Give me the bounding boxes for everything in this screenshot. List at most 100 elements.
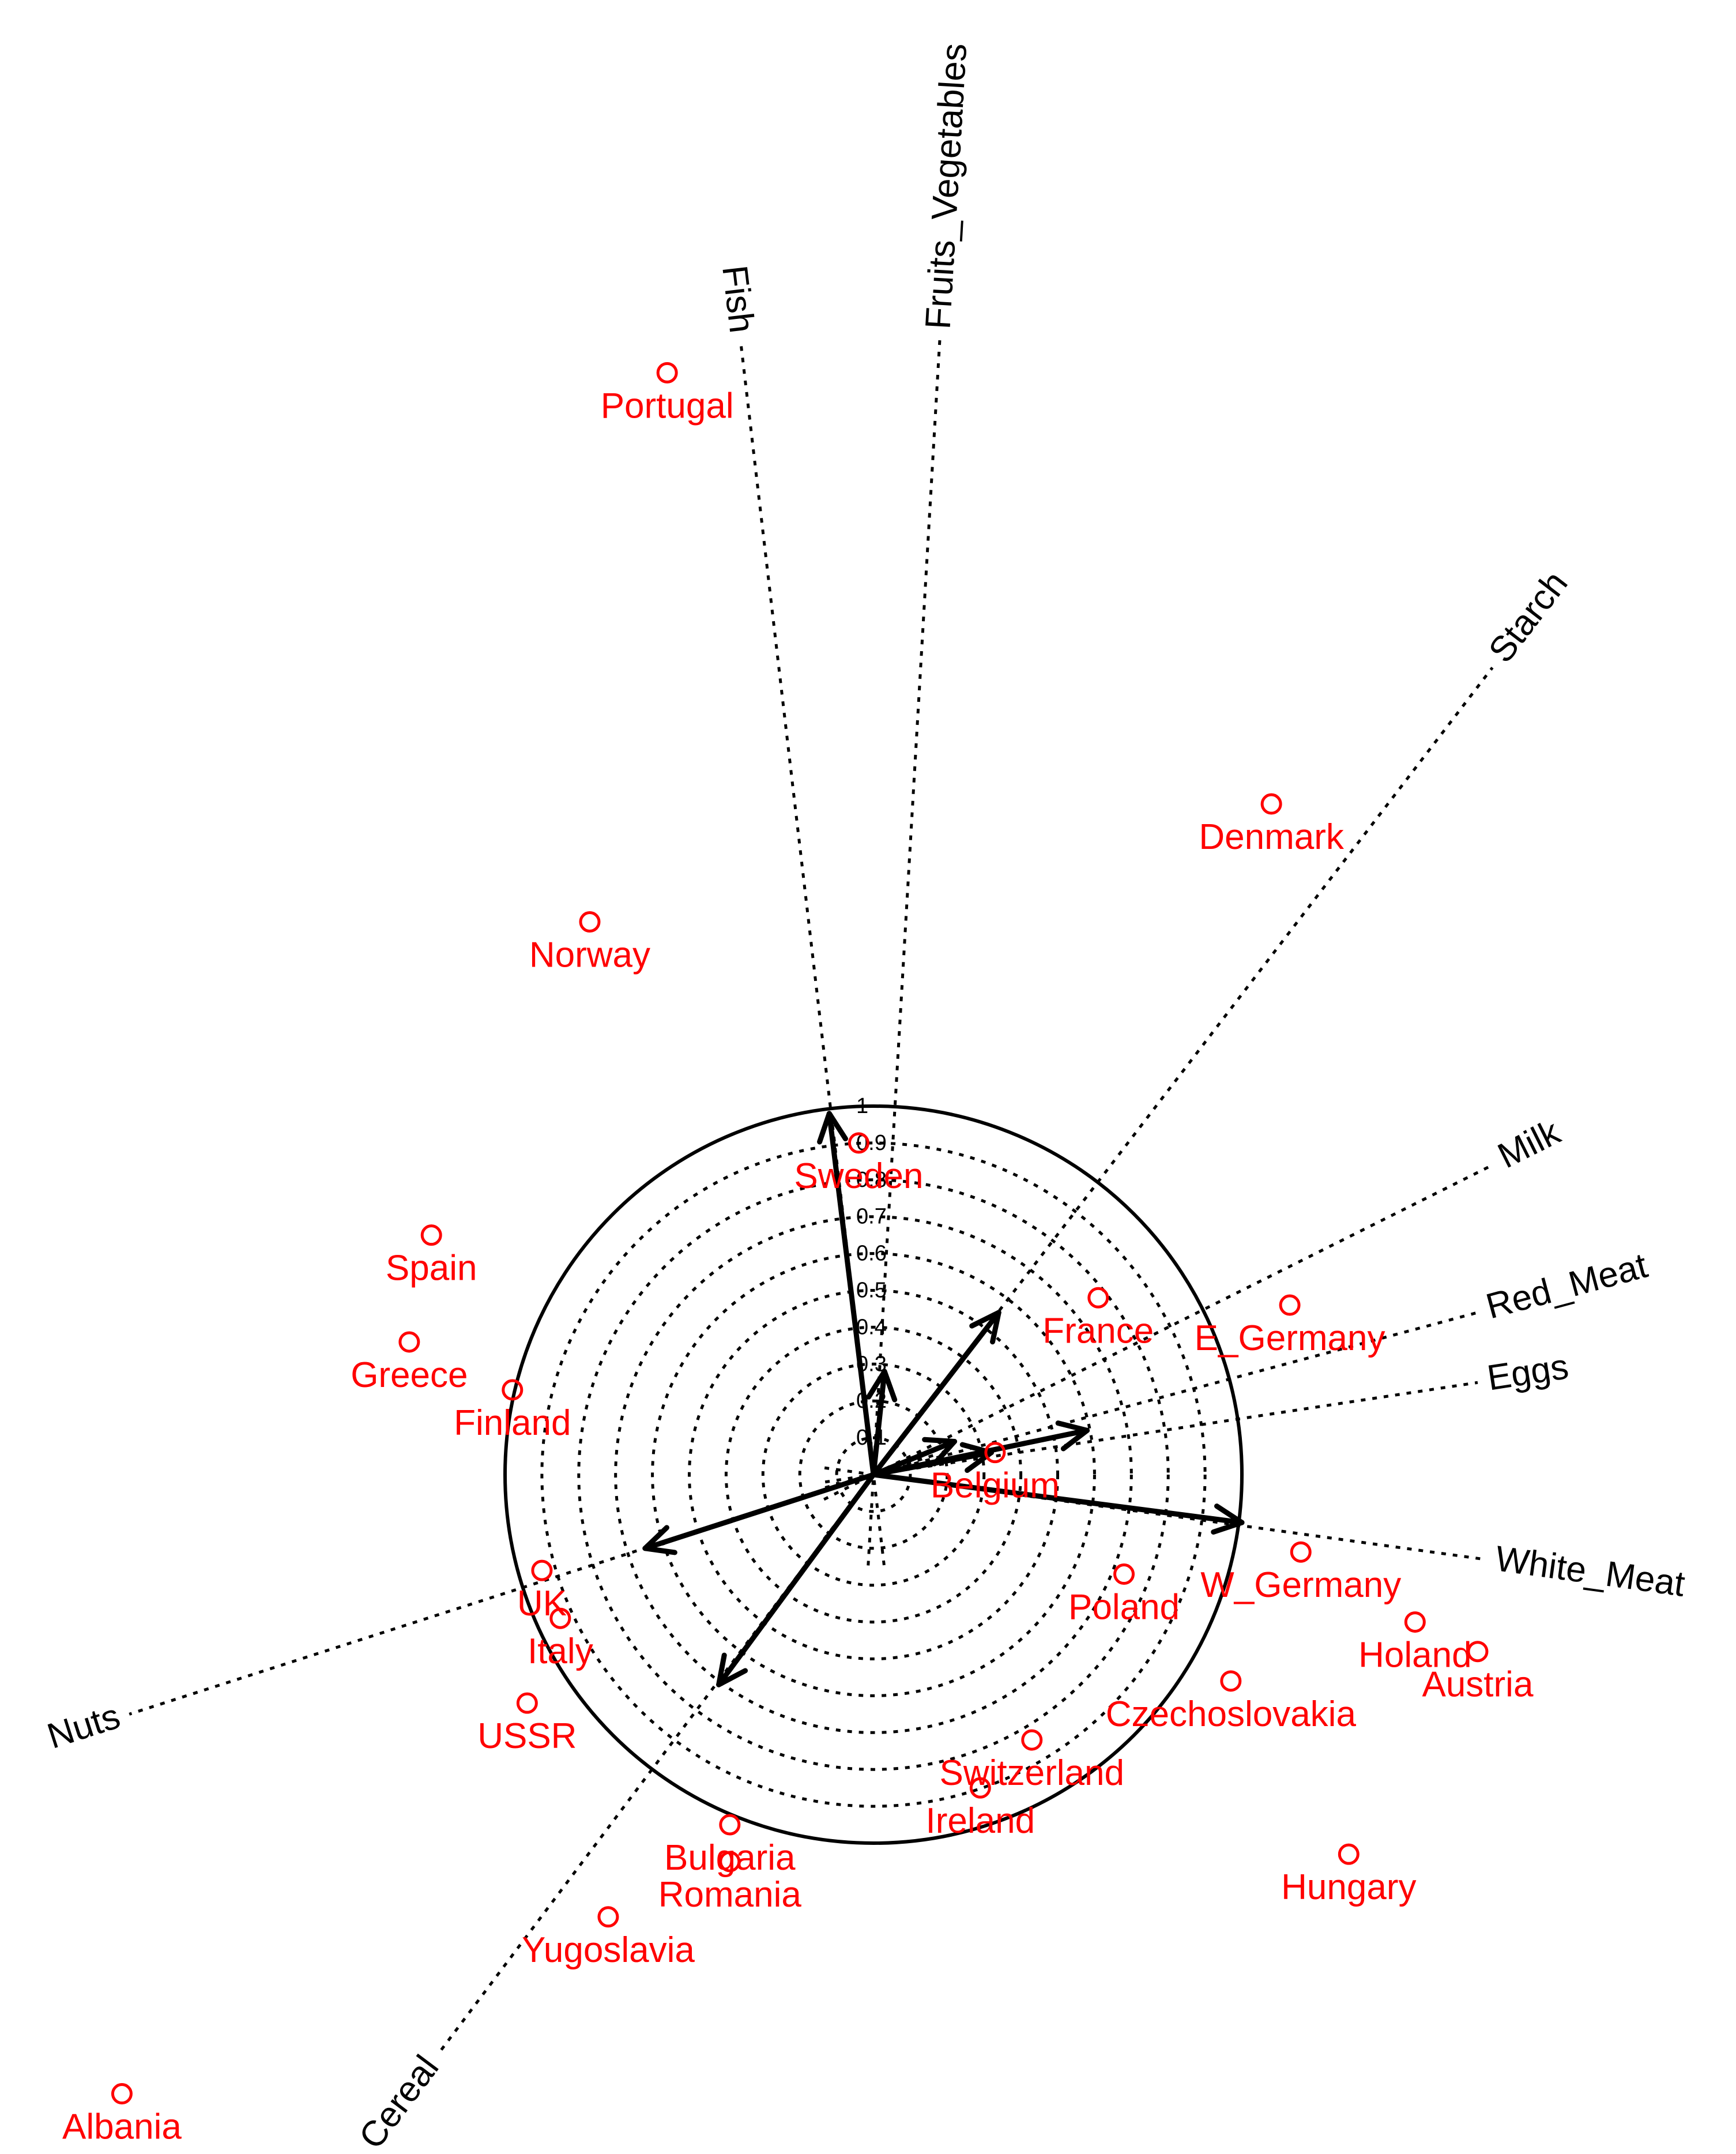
point-label-sweden: Sweden bbox=[794, 1156, 923, 1196]
loading-arrows bbox=[642, 1111, 1245, 1687]
point-label-spain: Spain bbox=[386, 1249, 477, 1288]
point-albania bbox=[111, 2083, 133, 2105]
tick-label: 0.6 bbox=[856, 1242, 887, 1266]
point-bulgaria bbox=[719, 1814, 741, 1836]
point-label-w_germany: W_Germany bbox=[1200, 1565, 1401, 1605]
point-norway bbox=[579, 911, 601, 933]
point-austria bbox=[1467, 1641, 1489, 1663]
arrowhead-white_meat bbox=[1211, 1503, 1245, 1535]
tick-label: 1 bbox=[856, 1094, 868, 1118]
point-label-czechoslovakia: Czechoslovakia bbox=[1106, 1694, 1357, 1734]
point-label-ireland: Ireland bbox=[926, 1801, 1035, 1841]
arrow-eggs bbox=[871, 1427, 1090, 1478]
arrowhead-starch bbox=[969, 1310, 1001, 1345]
point-holand bbox=[1404, 1611, 1426, 1633]
point-sweden bbox=[848, 1132, 869, 1154]
point-label-yugoslavia: Yugoslavia bbox=[522, 1930, 695, 1970]
point-label-norway: Norway bbox=[529, 935, 650, 975]
grid-circle bbox=[835, 1436, 912, 1513]
point-label-austria: Austria bbox=[1422, 1665, 1533, 1705]
point-belgium bbox=[984, 1442, 1006, 1464]
arrow-fruits_vegetables bbox=[871, 1369, 887, 1478]
arrow-nuts bbox=[642, 1472, 876, 1551]
axis-line-fish bbox=[739, 343, 886, 1566]
tick-label: 0.8 bbox=[856, 1168, 887, 1192]
point-france bbox=[1087, 1287, 1109, 1309]
point-w_germany bbox=[1290, 1541, 1312, 1563]
grid-circle bbox=[614, 1215, 1133, 1734]
point-finland bbox=[502, 1379, 524, 1401]
variable-label-eggs: Eggs bbox=[1485, 1347, 1571, 1399]
axis-line-fruits_vegetables bbox=[867, 339, 942, 1566]
variable-axis-lines bbox=[129, 339, 1494, 2054]
observation-points: Portugal Denmark Norway Sweden Spain Greece Fr… bbox=[62, 362, 1534, 2147]
arrowhead-fish bbox=[817, 1111, 848, 1145]
correlation-circle-grid bbox=[503, 1104, 1244, 1845]
grid-circle bbox=[651, 1252, 1096, 1697]
arrow-cereal bbox=[716, 1472, 876, 1687]
point-ussr bbox=[516, 1692, 538, 1714]
grid-circle bbox=[577, 1178, 1170, 1771]
point-label-romania: Romania bbox=[658, 1875, 802, 1915]
point-italy bbox=[549, 1607, 571, 1629]
arrow-milk bbox=[871, 1438, 958, 1478]
point-label-e_germany: E_Germany bbox=[1195, 1318, 1385, 1358]
arrow-fish bbox=[826, 1111, 876, 1478]
point-uk bbox=[531, 1559, 553, 1581]
variable-label-fruits_vegetables: Fruits_Vegetables bbox=[918, 42, 975, 330]
point-label-greece: Greece bbox=[351, 1355, 468, 1395]
point-label-switzerland: Switzerland bbox=[940, 1753, 1124, 1793]
axis-line-milk bbox=[823, 1164, 1493, 1501]
point-label-finland: Finland bbox=[454, 1403, 571, 1443]
arrow-white_meat bbox=[871, 1472, 1245, 1525]
variable-label-fish: Fish bbox=[714, 264, 762, 335]
grid-circle bbox=[724, 1325, 1023, 1624]
variable-label-milk: Milk bbox=[1492, 1112, 1566, 1176]
point-hungary bbox=[1338, 1843, 1360, 1865]
variable-label-cereal: Cereal bbox=[352, 2048, 447, 2154]
point-yugoslavia bbox=[597, 1906, 619, 1928]
grid-circle bbox=[688, 1289, 1059, 1660]
point-label-uk: UK bbox=[517, 1584, 567, 1623]
point-portugal bbox=[656, 362, 678, 384]
variable-label-white_meat: White_Meat bbox=[1493, 1539, 1687, 1604]
arrowhead-cereal bbox=[716, 1652, 748, 1687]
point-ireland bbox=[969, 1777, 991, 1799]
point-label-hungary: Hungary bbox=[1281, 1867, 1416, 1907]
point-czechoslovakia bbox=[1220, 1670, 1242, 1692]
axis-line-starch bbox=[823, 667, 1494, 1540]
point-denmark bbox=[1260, 793, 1282, 815]
tick-label: 0.7 bbox=[856, 1205, 887, 1229]
point-romania bbox=[719, 1851, 741, 1873]
point-label-holand: Holand bbox=[1358, 1636, 1471, 1675]
grid-circle bbox=[540, 1141, 1207, 1808]
tick-label: 0.4 bbox=[856, 1315, 887, 1339]
point-label-belgium: Belgium bbox=[931, 1466, 1060, 1506]
arrowhead-fruits_vegetables bbox=[866, 1369, 898, 1403]
point-label-poland: Poland bbox=[1068, 1588, 1180, 1627]
point-switzerland bbox=[1021, 1729, 1043, 1751]
point-label-denmark: Denmark bbox=[1199, 817, 1345, 857]
point-label-france: France bbox=[1042, 1311, 1154, 1351]
unit-circle bbox=[503, 1104, 1244, 1845]
grid-circle bbox=[798, 1399, 949, 1550]
grid-circle bbox=[761, 1362, 986, 1587]
point-spain bbox=[420, 1224, 442, 1246]
variable-label-starch: Starch bbox=[1481, 564, 1576, 670]
point-e_germany bbox=[1279, 1294, 1301, 1316]
arrow-starch bbox=[871, 1310, 1001, 1478]
arrowhead-nuts bbox=[642, 1525, 677, 1555]
arrowhead-eggs bbox=[1055, 1420, 1090, 1452]
tick-label: 0.5 bbox=[856, 1279, 887, 1303]
point-poland bbox=[1113, 1563, 1135, 1585]
axis-line-white_meat bbox=[824, 1466, 1486, 1561]
variable-label-red_meat: Red_Meat bbox=[1482, 1246, 1651, 1327]
point-label-portugal: Portugal bbox=[601, 386, 734, 426]
point-label-italy: Italy bbox=[528, 1632, 593, 1671]
axis-line-red_meat bbox=[824, 1311, 1478, 1489]
point-greece bbox=[398, 1331, 420, 1353]
variable-label-nuts: Nuts bbox=[43, 1696, 125, 1757]
point-label-albania: Albania bbox=[62, 2107, 182, 2147]
arrowhead-milk bbox=[922, 1437, 958, 1467]
